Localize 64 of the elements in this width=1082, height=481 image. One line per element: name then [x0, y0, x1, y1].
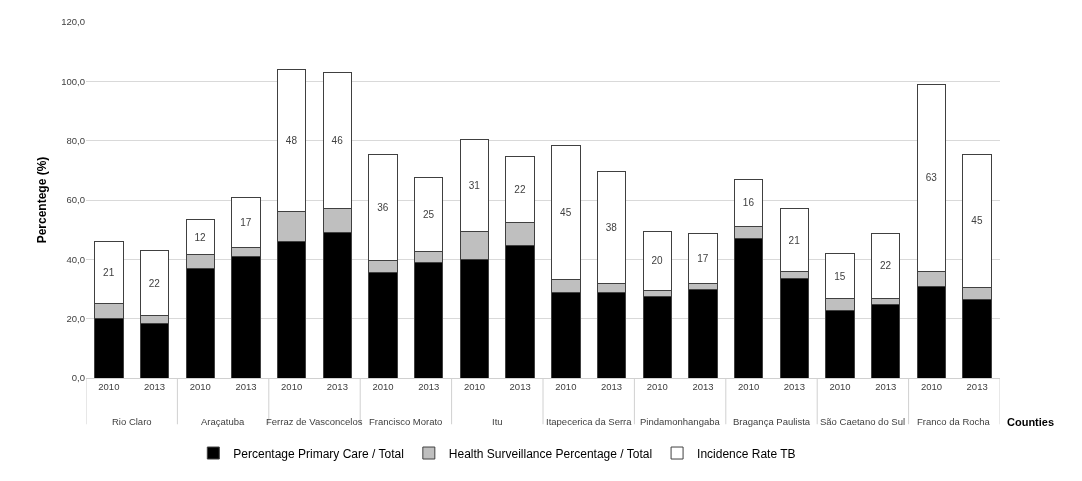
y-tick-label: 20,0 [66, 313, 85, 324]
x-tick-label: 2010 [463, 381, 486, 393]
text: Franco da Rocha [917, 416, 991, 427]
data-label: 12 [194, 231, 207, 243]
y-axis-title: Percentege (%) [34, 156, 49, 244]
data-label: 48 [285, 135, 298, 147]
data-label: 63 [925, 172, 938, 184]
y-tick-label: 60,0 [66, 194, 85, 206]
x-tick-label: 2013 [509, 381, 531, 393]
data-label: 16 [742, 197, 755, 209]
x-tick-label: 2013 [143, 381, 166, 393]
x-tick-label: 2010 [646, 381, 668, 393]
x-tick-label: 2013 [783, 381, 805, 393]
data-label: 22 [879, 260, 892, 272]
y-tick-label: 0,0 [71, 372, 85, 384]
legend-label: Percentage Primary Care / Total [233, 446, 404, 461]
y-tick-label: 100,0 [61, 75, 85, 87]
x-tick-label: 2010 [829, 381, 851, 393]
data-label: 21 [788, 234, 801, 246]
legend-label: Incidence Rate TB [697, 446, 796, 461]
data-label: 36 [377, 201, 389, 213]
y-tick-label: 120,0 [61, 16, 85, 28]
data-label: 20 [651, 255, 664, 267]
x-tick-label: 2013 [692, 381, 714, 393]
legend-label: Health Surveillance Percentage / Total [448, 446, 653, 461]
data-label: 17 [697, 252, 709, 264]
x-tick-label: 2013 [875, 381, 897, 393]
x-tick-label: 2013 [235, 381, 257, 393]
x-tick-label: 2010 [372, 381, 394, 393]
y-tick-label: 40,0 [66, 253, 85, 265]
data-label: 22 [148, 277, 161, 289]
data-label: 22 [514, 184, 526, 196]
data-label: 15 [834, 270, 846, 282]
text: Itapecerica da Serra [546, 416, 633, 427]
x-tick-label: 2010 [920, 381, 943, 393]
bar [871, 303, 901, 378]
data-label: 17 [240, 216, 252, 228]
x-tick-label: 2010 [555, 381, 577, 393]
x-tick-label: 2013 [418, 381, 440, 393]
text: Araçatuba [201, 416, 246, 427]
text: Bragança Paulista [733, 416, 811, 427]
x-tick-label: 2010 [738, 381, 760, 393]
data-label: 31 [468, 179, 481, 191]
x-tick-label: 2010 [281, 381, 303, 393]
bar [642, 295, 672, 378]
x-axis-title: Counties [1007, 416, 1055, 428]
text: Ferraz de Vasconcelos [266, 416, 363, 427]
x-tick-label: 2013 [600, 381, 623, 393]
text: Rio Claro [112, 416, 152, 427]
data-label: 46 [331, 135, 344, 147]
x-tick-label: 2010 [98, 381, 120, 393]
data-label: 45 [971, 215, 983, 227]
text: Itu [492, 416, 503, 427]
x-tick-label: 2010 [189, 381, 211, 393]
text: Francisco Morato [369, 416, 443, 427]
y-tick-label: 80,0 [66, 134, 85, 146]
text: Pindamonhangaba [640, 416, 721, 427]
data-label: 21 [103, 267, 115, 279]
x-tick-label: 2013 [966, 381, 988, 393]
x-tick-label: 2013 [326, 381, 348, 393]
data-label: 38 [605, 222, 618, 234]
data-label: 45 [560, 206, 572, 218]
data-label: 25 [422, 209, 435, 221]
text: São Caetano do Sul [820, 416, 906, 427]
